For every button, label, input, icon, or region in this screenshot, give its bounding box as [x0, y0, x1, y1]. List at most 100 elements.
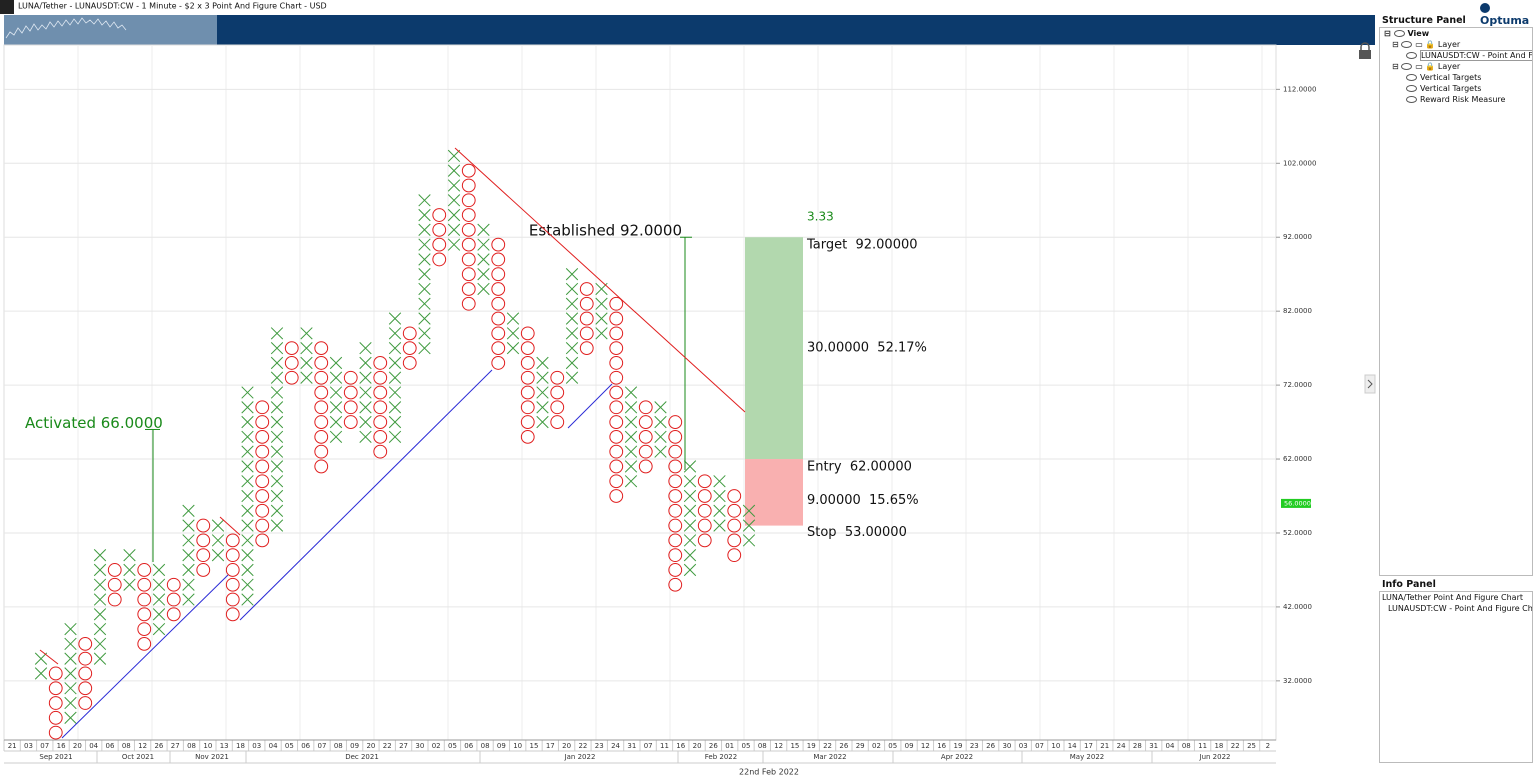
x-box [506, 312, 520, 325]
tree-item[interactable]: Vertical Targets [1380, 72, 1532, 83]
month-label: Jun 2022 [1199, 753, 1231, 761]
lock-icon[interactable] [1359, 42, 1371, 59]
tree-item[interactable]: ⊟ ▭ 🔒 Layer [1392, 40, 1461, 49]
o-box [491, 326, 506, 341]
x-box [418, 238, 431, 251]
o-box [550, 370, 565, 385]
tree-item[interactable]: Reward Risk Measure [1380, 94, 1532, 105]
reward-zone [745, 237, 803, 460]
x-box [241, 563, 254, 577]
x-box [182, 563, 195, 577]
expand-button[interactable] [1364, 374, 1376, 394]
tree-item[interactable]: ⊟ View [1384, 29, 1430, 38]
logo-text: Optuma [1480, 14, 1530, 27]
o-box [550, 400, 565, 415]
y-tick-label: 32.0000 [1283, 677, 1312, 685]
o-box [137, 592, 152, 607]
navigator-window[interactable] [4, 15, 217, 45]
x-tick-label: 15 [530, 742, 539, 750]
o-box [284, 341, 299, 356]
month-label: Oct 2021 [122, 753, 154, 761]
o-box [255, 518, 270, 533]
support-line [567, 383, 613, 429]
x-box [477, 238, 490, 251]
navigator[interactable] [4, 15, 1375, 45]
reward-label: 30.00000 52.17% [807, 341, 927, 356]
o-box [137, 636, 152, 651]
month-label: Jan 2022 [564, 753, 596, 761]
x-tick-label: 01 [725, 742, 734, 750]
x-tick-label: 10 [203, 742, 212, 750]
o-box [609, 356, 624, 370]
o-box [697, 474, 712, 489]
o-box [343, 370, 358, 385]
x-tick-label: 15 [790, 742, 799, 750]
o-box [137, 577, 152, 592]
x-tick-label: 05 [285, 742, 294, 750]
x-box [270, 341, 284, 355]
x-box [241, 578, 254, 591]
o-box [137, 622, 152, 636]
o-box [461, 222, 476, 237]
x-tick-label: 22 [383, 742, 392, 750]
y-tick-label: 92.0000 [1283, 233, 1312, 241]
tree-item[interactable]: LUNAUSDT:CW - Point And Figure Chart [1380, 50, 1532, 61]
x-box [241, 549, 254, 562]
x-box [683, 534, 697, 547]
x-box [742, 504, 756, 517]
month-label: May 2022 [1070, 753, 1105, 761]
x-box [713, 475, 726, 488]
x-box [595, 327, 608, 340]
x-box [329, 386, 343, 399]
x-tick-label: 30 [415, 742, 424, 750]
o-box [550, 415, 565, 429]
x-tick-label: 19 [954, 742, 963, 750]
y-tick-label: 62.0000 [1283, 455, 1312, 463]
tree-item[interactable]: ⊟ ▭ 🔒 Layer [1392, 62, 1461, 71]
o-box [402, 326, 417, 341]
o-box [638, 444, 653, 459]
y-tick-label: 52.0000 [1283, 529, 1312, 537]
x-box [418, 268, 431, 281]
x-tick-label: 09 [497, 742, 506, 750]
o-box [579, 326, 594, 341]
navigator-sparkline [5, 17, 127, 39]
x-box [241, 519, 254, 532]
x-box [742, 519, 756, 532]
o-box [166, 592, 181, 607]
tree-item[interactable]: Vertical Targets [1380, 83, 1532, 94]
x-tick-label: 27 [171, 742, 180, 750]
month-label: Sep 2021 [39, 753, 72, 761]
o-box [609, 400, 624, 415]
x-box [418, 194, 431, 207]
o-box [373, 429, 388, 444]
x-box [182, 549, 195, 562]
x-tick-label: 05 [888, 742, 897, 750]
x-box [624, 386, 638, 399]
o-box [609, 489, 624, 503]
x-box [654, 415, 667, 429]
o-box [196, 548, 211, 563]
o-box [491, 356, 506, 370]
x-tick-label: 11 [1198, 742, 1207, 750]
o-box [668, 533, 683, 548]
x-tick-label: 28 [1133, 742, 1142, 750]
resistance-line [39, 649, 59, 665]
x-tick-label: 31 [627, 742, 636, 750]
o-box [461, 252, 476, 267]
x-box [93, 622, 107, 636]
o-box [166, 577, 181, 592]
o-box [461, 163, 476, 178]
x-box [565, 371, 579, 384]
o-box [107, 592, 122, 607]
x-box [713, 519, 726, 532]
x-box [152, 608, 166, 621]
o-box [491, 252, 506, 267]
o-box [609, 311, 624, 326]
o-box [432, 237, 447, 252]
x-box [241, 460, 254, 473]
x-box [565, 327, 579, 340]
month-label: Apr 2022 [941, 753, 973, 761]
risk-label: 9.00000 15.65% [807, 493, 919, 508]
